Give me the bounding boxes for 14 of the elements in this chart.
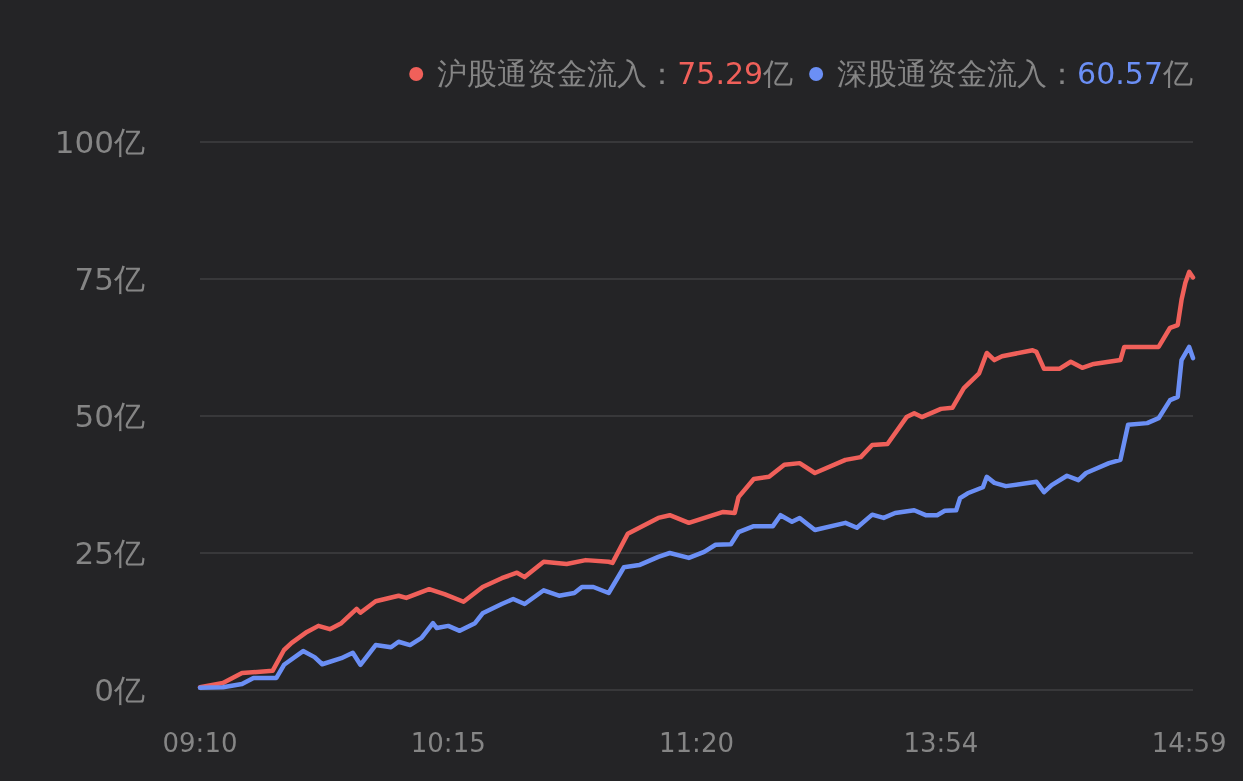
legend-label: 沪股通资金流入： [437,56,678,91]
x-tick-label: 09:10 [162,728,238,758]
x-tick-label: 13:54 [903,728,979,758]
y-tick-label: 25亿 [74,535,145,571]
x-tick-label: 10:15 [410,728,486,758]
x-tick-label: 11:20 [659,728,734,758]
y-tick-label: 100亿 [54,124,145,160]
text: 75.29亿 [677,56,794,91]
y-tick-label: 75亿 [74,261,145,297]
legend-label: 深股通资金流入： [837,56,1078,91]
y-tick-label: 50亿 [74,398,145,434]
y-tick-label: 0亿 [94,672,145,708]
x-tick-label: 14:59 [1151,728,1227,758]
text: 60.57亿 [1077,56,1193,91]
